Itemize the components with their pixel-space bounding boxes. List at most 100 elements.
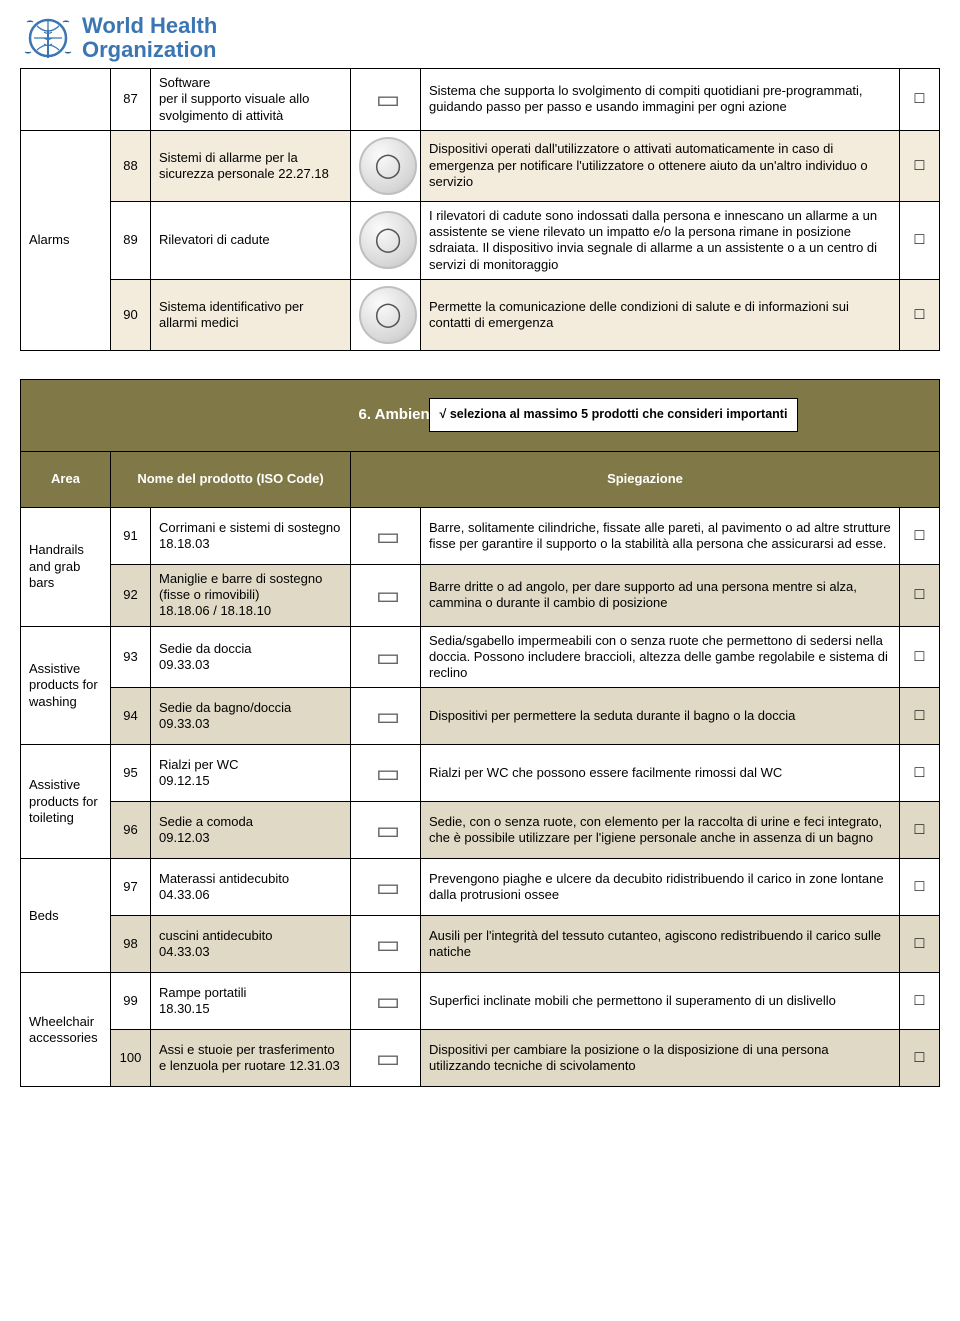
row-number: 95	[111, 745, 151, 802]
product-desc: Superfici inclinate mobili che permetton…	[421, 973, 900, 1030]
area-cell-empty	[21, 69, 111, 131]
product-name: Materassi antidecubito04.33.06	[151, 859, 351, 916]
product-name: Sistema identificativo per allarmi medic…	[151, 279, 351, 350]
who-logo: World Health Organization	[20, 0, 940, 68]
alarms-table: 87Softwareper il supporto visuale allo s…	[20, 68, 940, 351]
product-icon: ▭	[359, 808, 417, 852]
row-number: 90	[111, 279, 151, 350]
icon-cell: ▭	[351, 626, 421, 688]
product-icon: ▭	[359, 573, 417, 617]
area-cell: Assistive products for washing	[21, 626, 111, 745]
area-cell: Wheelchair accessories	[21, 973, 111, 1087]
table-row: Assistive products for washing93Sedie da…	[21, 626, 940, 688]
product-desc: Permette la comunicazione delle condizio…	[421, 279, 900, 350]
checkbox[interactable]: □	[899, 916, 939, 973]
section-header-row: 6. Ambiente √ seleziona al massimo 5 pro…	[21, 379, 940, 451]
row-number: 100	[111, 1030, 151, 1087]
product-name: Corrimani e sistemi di sostegno18.18.03	[151, 507, 351, 564]
product-name: Sedie da doccia09.33.03	[151, 626, 351, 688]
icon-cell: ▭	[351, 802, 421, 859]
product-desc: I rilevatori di cadute sono indossati da…	[421, 201, 900, 279]
section-note-text: √ seleziona al massimo 5 prodotti che co…	[440, 407, 788, 421]
checkbox[interactable]: □	[899, 745, 939, 802]
checkbox[interactable]: □	[899, 1030, 939, 1087]
icon-cell: ▭	[351, 859, 421, 916]
product-name: cuscini antidecubito04.33.03	[151, 916, 351, 973]
product-name: Rialzi per WC09.12.15	[151, 745, 351, 802]
product-name: Rilevatori di cadute	[151, 201, 351, 279]
column-header-row: Area Nome del prodotto (ISO Code) Spiega…	[21, 451, 940, 507]
area-cell: Assistive products for toileting	[21, 745, 111, 859]
product-icon: ▭	[359, 694, 417, 738]
product-desc: Barre dritte o ad angolo, per dare suppo…	[421, 564, 900, 626]
icon-cell: ◯	[351, 130, 421, 201]
logo-line2: Organization	[82, 38, 217, 62]
product-icon: ▭	[359, 514, 417, 558]
product-icon: ▭	[359, 979, 417, 1023]
product-desc: Rialzi per WC che possono essere facilme…	[421, 745, 900, 802]
table-row: 92Maniglie e barre di sostegno(fisse o r…	[21, 564, 940, 626]
table-row: Beds97Materassi antidecubito04.33.06▭Pre…	[21, 859, 940, 916]
product-name: Maniglie e barre di sostegno(fisse o rim…	[151, 564, 351, 626]
product-name: Softwareper il supporto visuale allo svo…	[151, 69, 351, 131]
product-name: Sedie da bagno/doccia09.33.03	[151, 688, 351, 745]
icon-cell: ◯	[351, 279, 421, 350]
checkbox[interactable]: □	[899, 802, 939, 859]
icon-cell: ▭	[351, 916, 421, 973]
product-name: Sistemi di allarme per la sicurezza pers…	[151, 130, 351, 201]
product-icon: ▭	[359, 1036, 417, 1080]
checkbox[interactable]: □	[899, 688, 939, 745]
header-desc: Spiegazione	[351, 451, 940, 507]
product-icon: ▭	[359, 77, 417, 121]
icon-cell: ▭	[351, 507, 421, 564]
product-desc: Ausili per l'integrità del tessuto cutan…	[421, 916, 900, 973]
section-note: √ seleziona al massimo 5 prodotti che co…	[429, 398, 799, 432]
product-icon: ▭	[359, 635, 417, 679]
header-name: Nome del prodotto (ISO Code)	[111, 451, 351, 507]
area-cell: Alarms	[21, 130, 111, 350]
row-number: 94	[111, 688, 151, 745]
product-icon: ◯	[359, 137, 417, 195]
icon-cell: ▭	[351, 1030, 421, 1087]
row-number: 87	[111, 69, 151, 131]
checkbox[interactable]: □	[899, 973, 939, 1030]
row-number: 98	[111, 916, 151, 973]
row-number: 93	[111, 626, 151, 688]
row-number: 97	[111, 859, 151, 916]
product-desc: Dispositivi operati dall'utilizzatore o …	[421, 130, 900, 201]
table-row: 98cuscini antidecubito04.33.03▭Ausili pe…	[21, 916, 940, 973]
ambiente-table: 6. Ambiente √ seleziona al massimo 5 pro…	[20, 379, 940, 1088]
product-desc: Dispositivi per permettere la seduta dur…	[421, 688, 900, 745]
table-row: Alarms88Sistemi di allarme per la sicure…	[21, 130, 940, 201]
checkbox[interactable]: □	[900, 130, 940, 201]
checkbox[interactable]: □	[900, 279, 940, 350]
row-number: 88	[111, 130, 151, 201]
product-icon: ◯	[359, 211, 417, 269]
product-icon: ◯	[359, 286, 417, 344]
checkbox[interactable]: □	[900, 201, 940, 279]
checkbox[interactable]: □	[899, 859, 939, 916]
icon-cell: ◯	[351, 201, 421, 279]
product-name: Sedie a comoda09.12.03	[151, 802, 351, 859]
page: World Health Organization 87Softwareper …	[0, 0, 960, 1127]
who-emblem-icon	[20, 12, 76, 64]
table-row: 94Sedie da bagno/doccia09.33.03▭Disposit…	[21, 688, 940, 745]
product-desc: Sedie, con o senza ruote, con elemento p…	[421, 802, 900, 859]
logo-line1: World Health	[82, 14, 217, 38]
checkbox[interactable]: □	[899, 626, 939, 688]
product-icon: ▭	[359, 922, 417, 966]
checkbox[interactable]: □	[899, 564, 939, 626]
table-row: 89Rilevatori di cadute◯I rilevatori di c…	[21, 201, 940, 279]
product-desc: Barre, solitamente cilindriche, fissate …	[421, 507, 900, 564]
product-icon: ▭	[359, 865, 417, 909]
row-number: 89	[111, 201, 151, 279]
icon-cell: ▭	[351, 688, 421, 745]
checkbox[interactable]: □	[899, 507, 939, 564]
checkbox[interactable]: □	[900, 69, 940, 131]
section-title: 6. Ambiente	[351, 379, 421, 451]
area-cell: Beds	[21, 859, 111, 973]
product-desc: Prevengono piaghe e ulcere da decubito r…	[421, 859, 900, 916]
product-desc: Dispositivi per cambiare la posizione o …	[421, 1030, 900, 1087]
product-name: Rampe portatili18.30.15	[151, 973, 351, 1030]
row-number: 99	[111, 973, 151, 1030]
